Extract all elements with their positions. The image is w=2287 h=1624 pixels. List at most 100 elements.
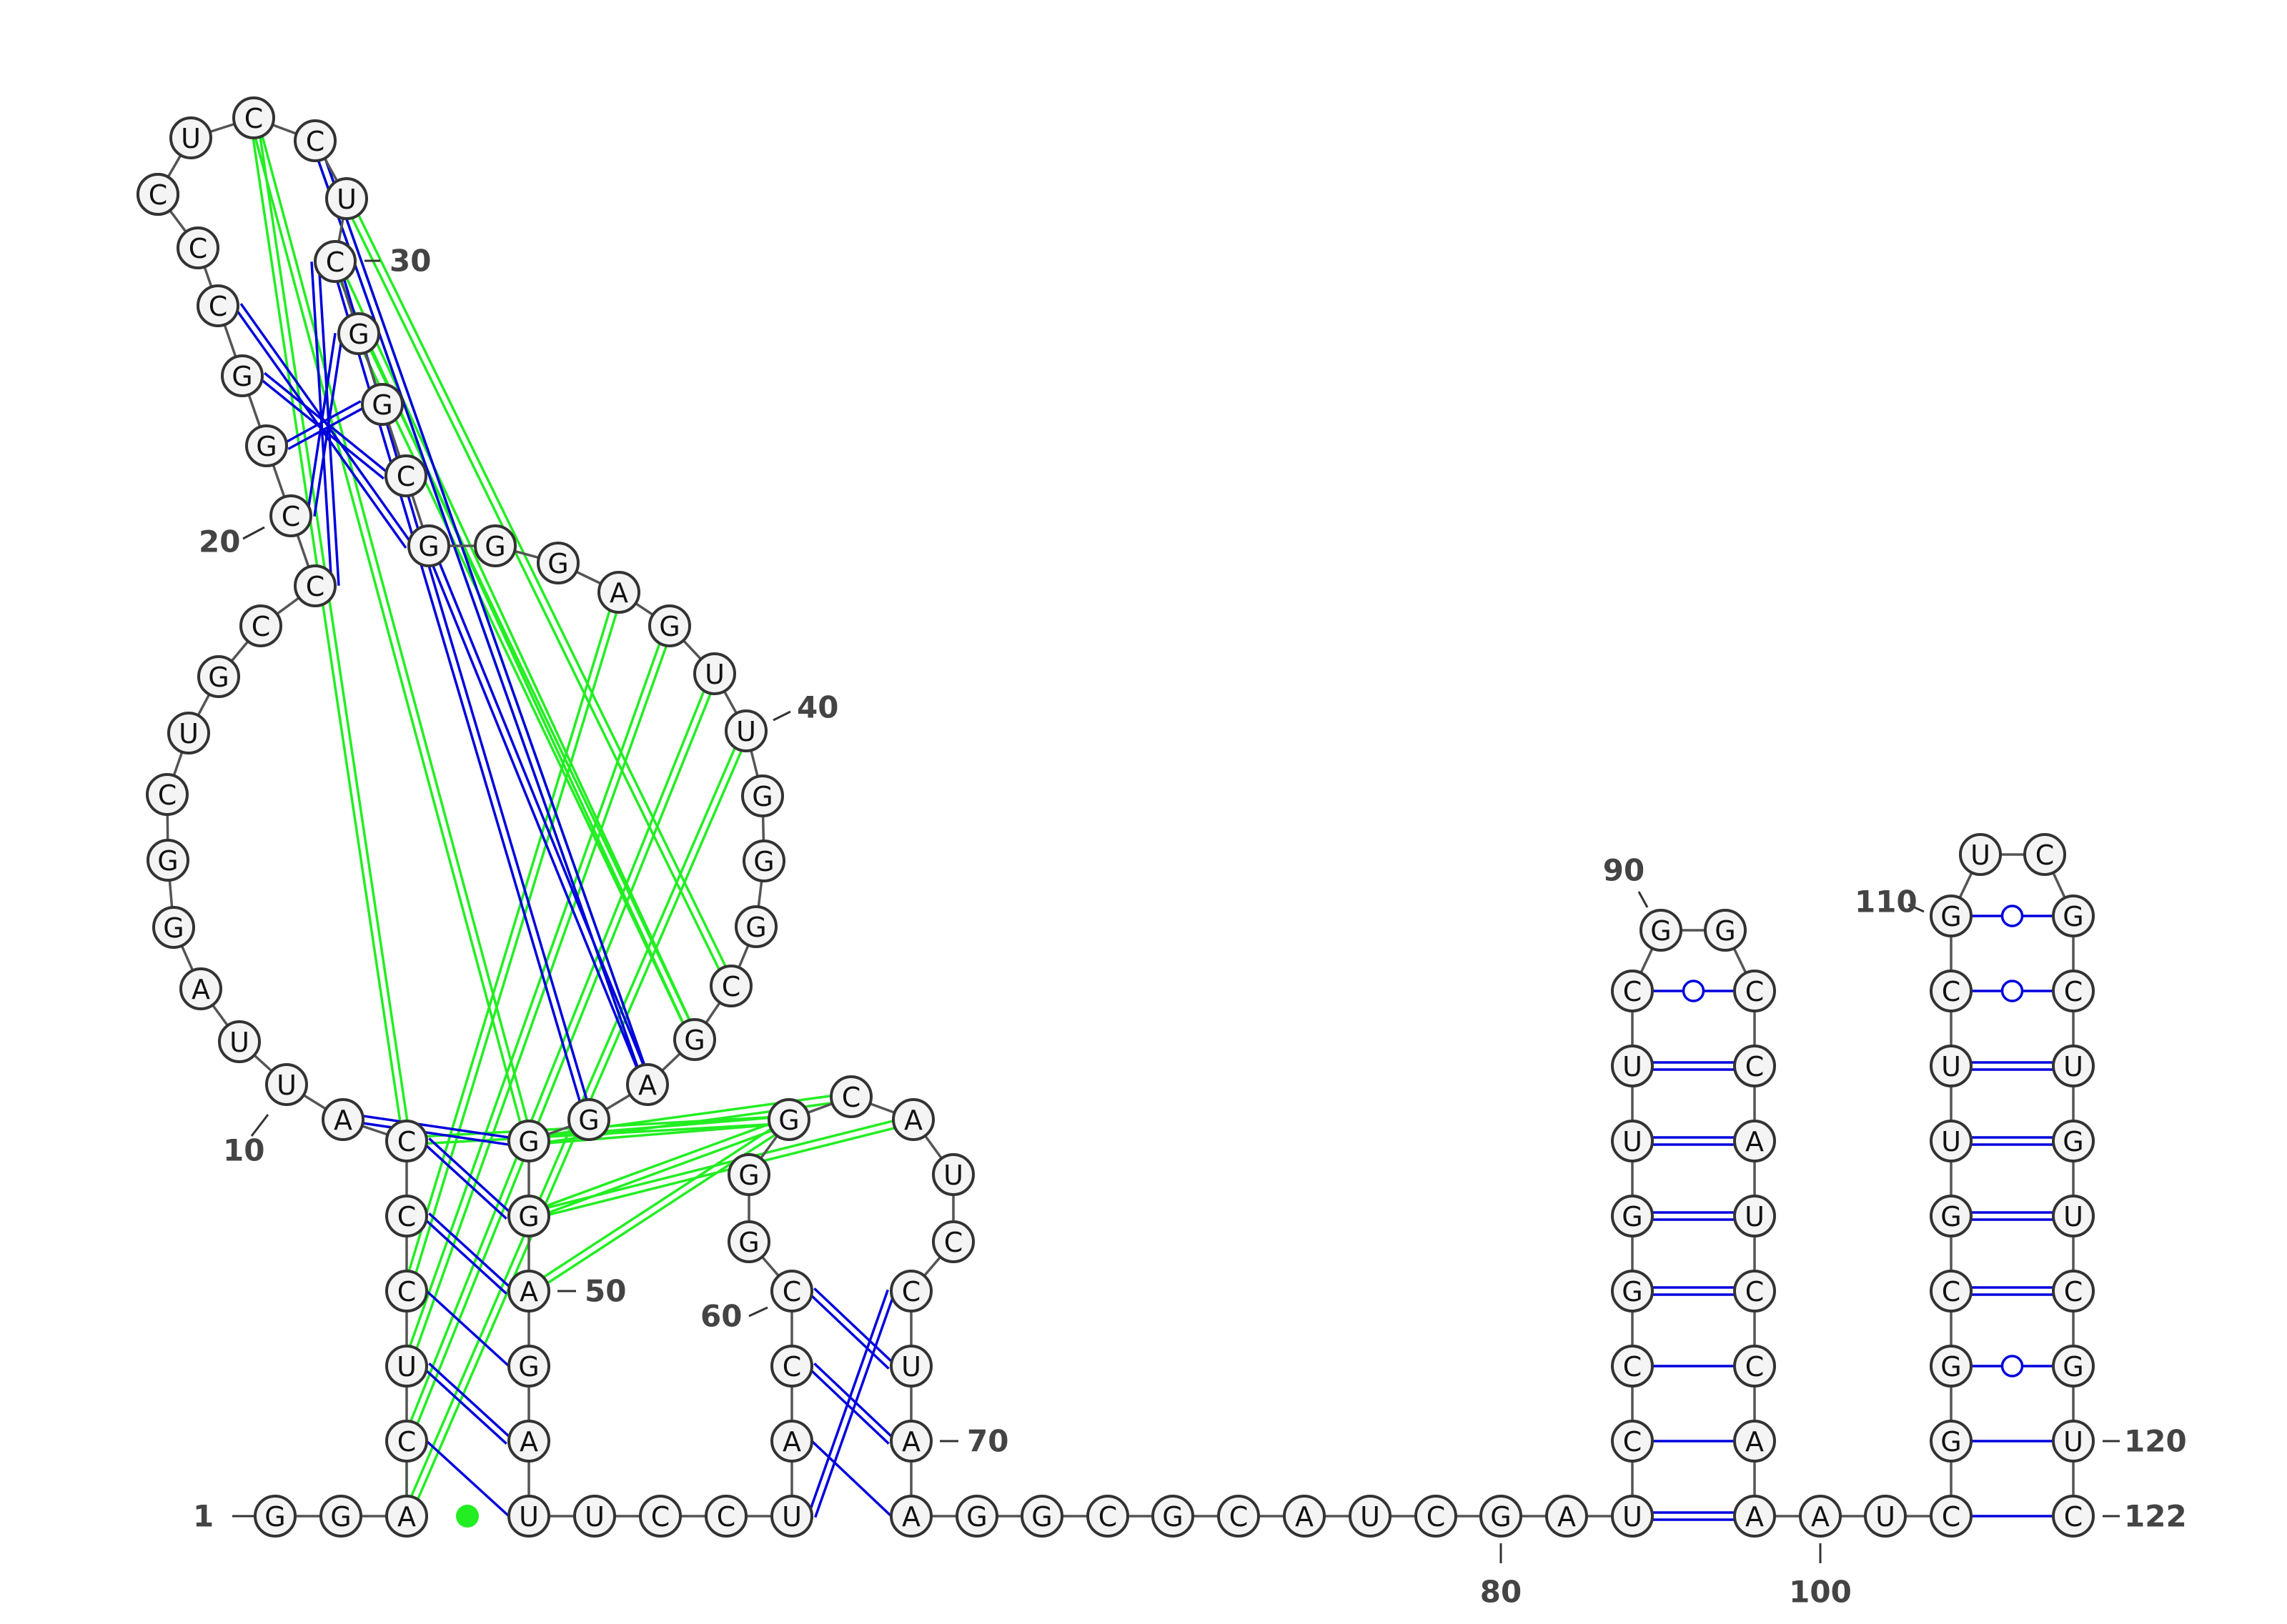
nucleotide-circle — [218, 1020, 261, 1063]
nucleotide: G — [956, 1495, 998, 1538]
nucleotide-letter: C — [717, 1501, 736, 1533]
nucleotide-circle — [265, 1063, 308, 1106]
nucleotide-letter: A — [902, 1426, 921, 1458]
nucleotide-letter: G — [1162, 1501, 1183, 1533]
nucleotide-letter: C — [1098, 1501, 1118, 1533]
tertiary-interaction-line — [527, 1115, 913, 1214]
nucleotide: C — [710, 965, 753, 1007]
nucleotide-circle — [735, 905, 778, 948]
nucleotide: C — [2052, 970, 2095, 1012]
nucleotide: U — [169, 116, 212, 159]
nucleotide-letter: G — [2063, 1351, 2083, 1383]
nucleotide: G — [728, 1153, 770, 1196]
nucleotide-letter: C — [252, 611, 271, 642]
nucleotide-letter: G — [1715, 915, 1735, 947]
nucleotide: C — [1414, 1495, 1457, 1538]
nucleotide-letter: A — [1745, 1126, 1764, 1157]
nucleotide: G — [2052, 1120, 2095, 1162]
nucleotide-circle — [239, 604, 282, 647]
nucleotide-circle — [269, 494, 312, 537]
tertiary-interaction-line — [354, 334, 693, 1042]
nucleotide-letter: G — [738, 1227, 759, 1258]
nucleotide-letter: G — [547, 548, 568, 579]
nucleotide-letter: C — [397, 1201, 417, 1232]
nucleotide-letter: C — [397, 461, 416, 492]
nucleotide: U — [507, 1495, 550, 1538]
nucleotide: G — [728, 1220, 770, 1263]
nucleotide-circle — [1733, 1345, 1776, 1388]
nucleotide-letter: G — [1031, 1501, 1052, 1533]
nucleotide: G — [743, 840, 785, 882]
nucleotide-letter: A — [904, 1105, 923, 1136]
nucleotide-circle — [1639, 909, 1682, 952]
nucleotide: A — [507, 1270, 550, 1312]
position-tick — [748, 1306, 768, 1317]
nucleotide-letter: C — [397, 1126, 417, 1157]
nucleotide-circle — [932, 1153, 975, 1196]
nucleotide: C — [705, 1495, 748, 1538]
nucleotides-layer: GGACUCCCAUUAGGCUGCCCGGCCGCUCCUCGGCGGGAGU… — [137, 96, 2095, 1538]
nucleotide: A — [770, 1420, 813, 1463]
tertiary-interaction-line — [348, 196, 736, 985]
nucleotide: C — [890, 1270, 933, 1312]
nucleotide: C — [385, 1195, 428, 1237]
nucleotide-circle — [728, 1220, 770, 1263]
position-label: 50 — [585, 1274, 626, 1309]
nucleotide: C — [385, 1420, 428, 1463]
nucleotide: G — [1639, 909, 1682, 952]
nucleotide-letter: G — [2063, 901, 2083, 932]
tertiary-interaction-line — [409, 674, 720, 1443]
nucleotide: G — [337, 312, 380, 355]
nucleotide: C — [639, 1495, 682, 1538]
nucleotide: G — [768, 1098, 810, 1141]
nucleotide-circle — [385, 1420, 428, 1463]
nucleotide-letter: C — [244, 103, 264, 134]
nucleotide-circle — [385, 1495, 428, 1538]
nucleotide: U — [932, 1153, 975, 1196]
nucleotide: G — [474, 524, 517, 567]
nucleotide: A — [179, 967, 222, 1010]
base-pair-line — [423, 1368, 507, 1445]
base-pair-line — [234, 307, 407, 549]
nucleotide-letter: C — [1745, 1276, 1765, 1307]
nucleotide-letter: U — [782, 1501, 802, 1533]
nucleotide: C — [770, 1345, 813, 1388]
nucleotide-letter: G — [1940, 1351, 1961, 1383]
base-pair-line — [428, 1363, 512, 1440]
nucleotide: G — [648, 604, 691, 647]
nucleotide: U — [1733, 1195, 1776, 1237]
nucleotide-circle — [169, 116, 212, 159]
nucleotide-circle — [573, 1495, 616, 1538]
nucleotide-circle — [232, 96, 275, 139]
position-label: 40 — [797, 690, 838, 725]
tertiary-marker-dot — [456, 1505, 479, 1528]
nucleotide-circle — [1217, 1495, 1260, 1538]
nucleotide-circle — [385, 454, 427, 497]
nucleotide-letter: C — [1942, 976, 1961, 1007]
nucleotide-letter: G — [157, 845, 178, 877]
position-label: 30 — [390, 244, 431, 279]
nucleotide: C — [314, 240, 357, 283]
nucleotide-letter: C — [1745, 1351, 1765, 1383]
nucleotide-letter: U — [1941, 1051, 1961, 1082]
nucleotide: A — [385, 1495, 428, 1538]
nucleotide-circle — [770, 1345, 813, 1388]
nucleotide-circle — [567, 1098, 610, 1141]
nucleotide-circle — [830, 1075, 873, 1118]
nucleotide-letter: G — [256, 431, 277, 462]
nucleotide-letter: G — [1940, 901, 1961, 932]
nucleotide: G — [1930, 1345, 1973, 1388]
nucleotide-circle — [1930, 1495, 1973, 1538]
nucleotide-circle — [890, 1270, 933, 1312]
nucleotide-circle — [147, 839, 189, 882]
nucleotide-circle — [537, 542, 580, 584]
nucleotide-circle — [1151, 1495, 1194, 1538]
nucleotide-letter: C — [1745, 1051, 1765, 1082]
nucleotide-circle — [892, 1098, 935, 1141]
nucleotide-letter: U — [179, 718, 199, 749]
nucleotide-letter: G — [518, 1126, 539, 1157]
nucleotide: U — [2052, 1420, 2095, 1463]
nucleotide: C — [137, 173, 179, 216]
nucleotide: A — [890, 1495, 933, 1538]
